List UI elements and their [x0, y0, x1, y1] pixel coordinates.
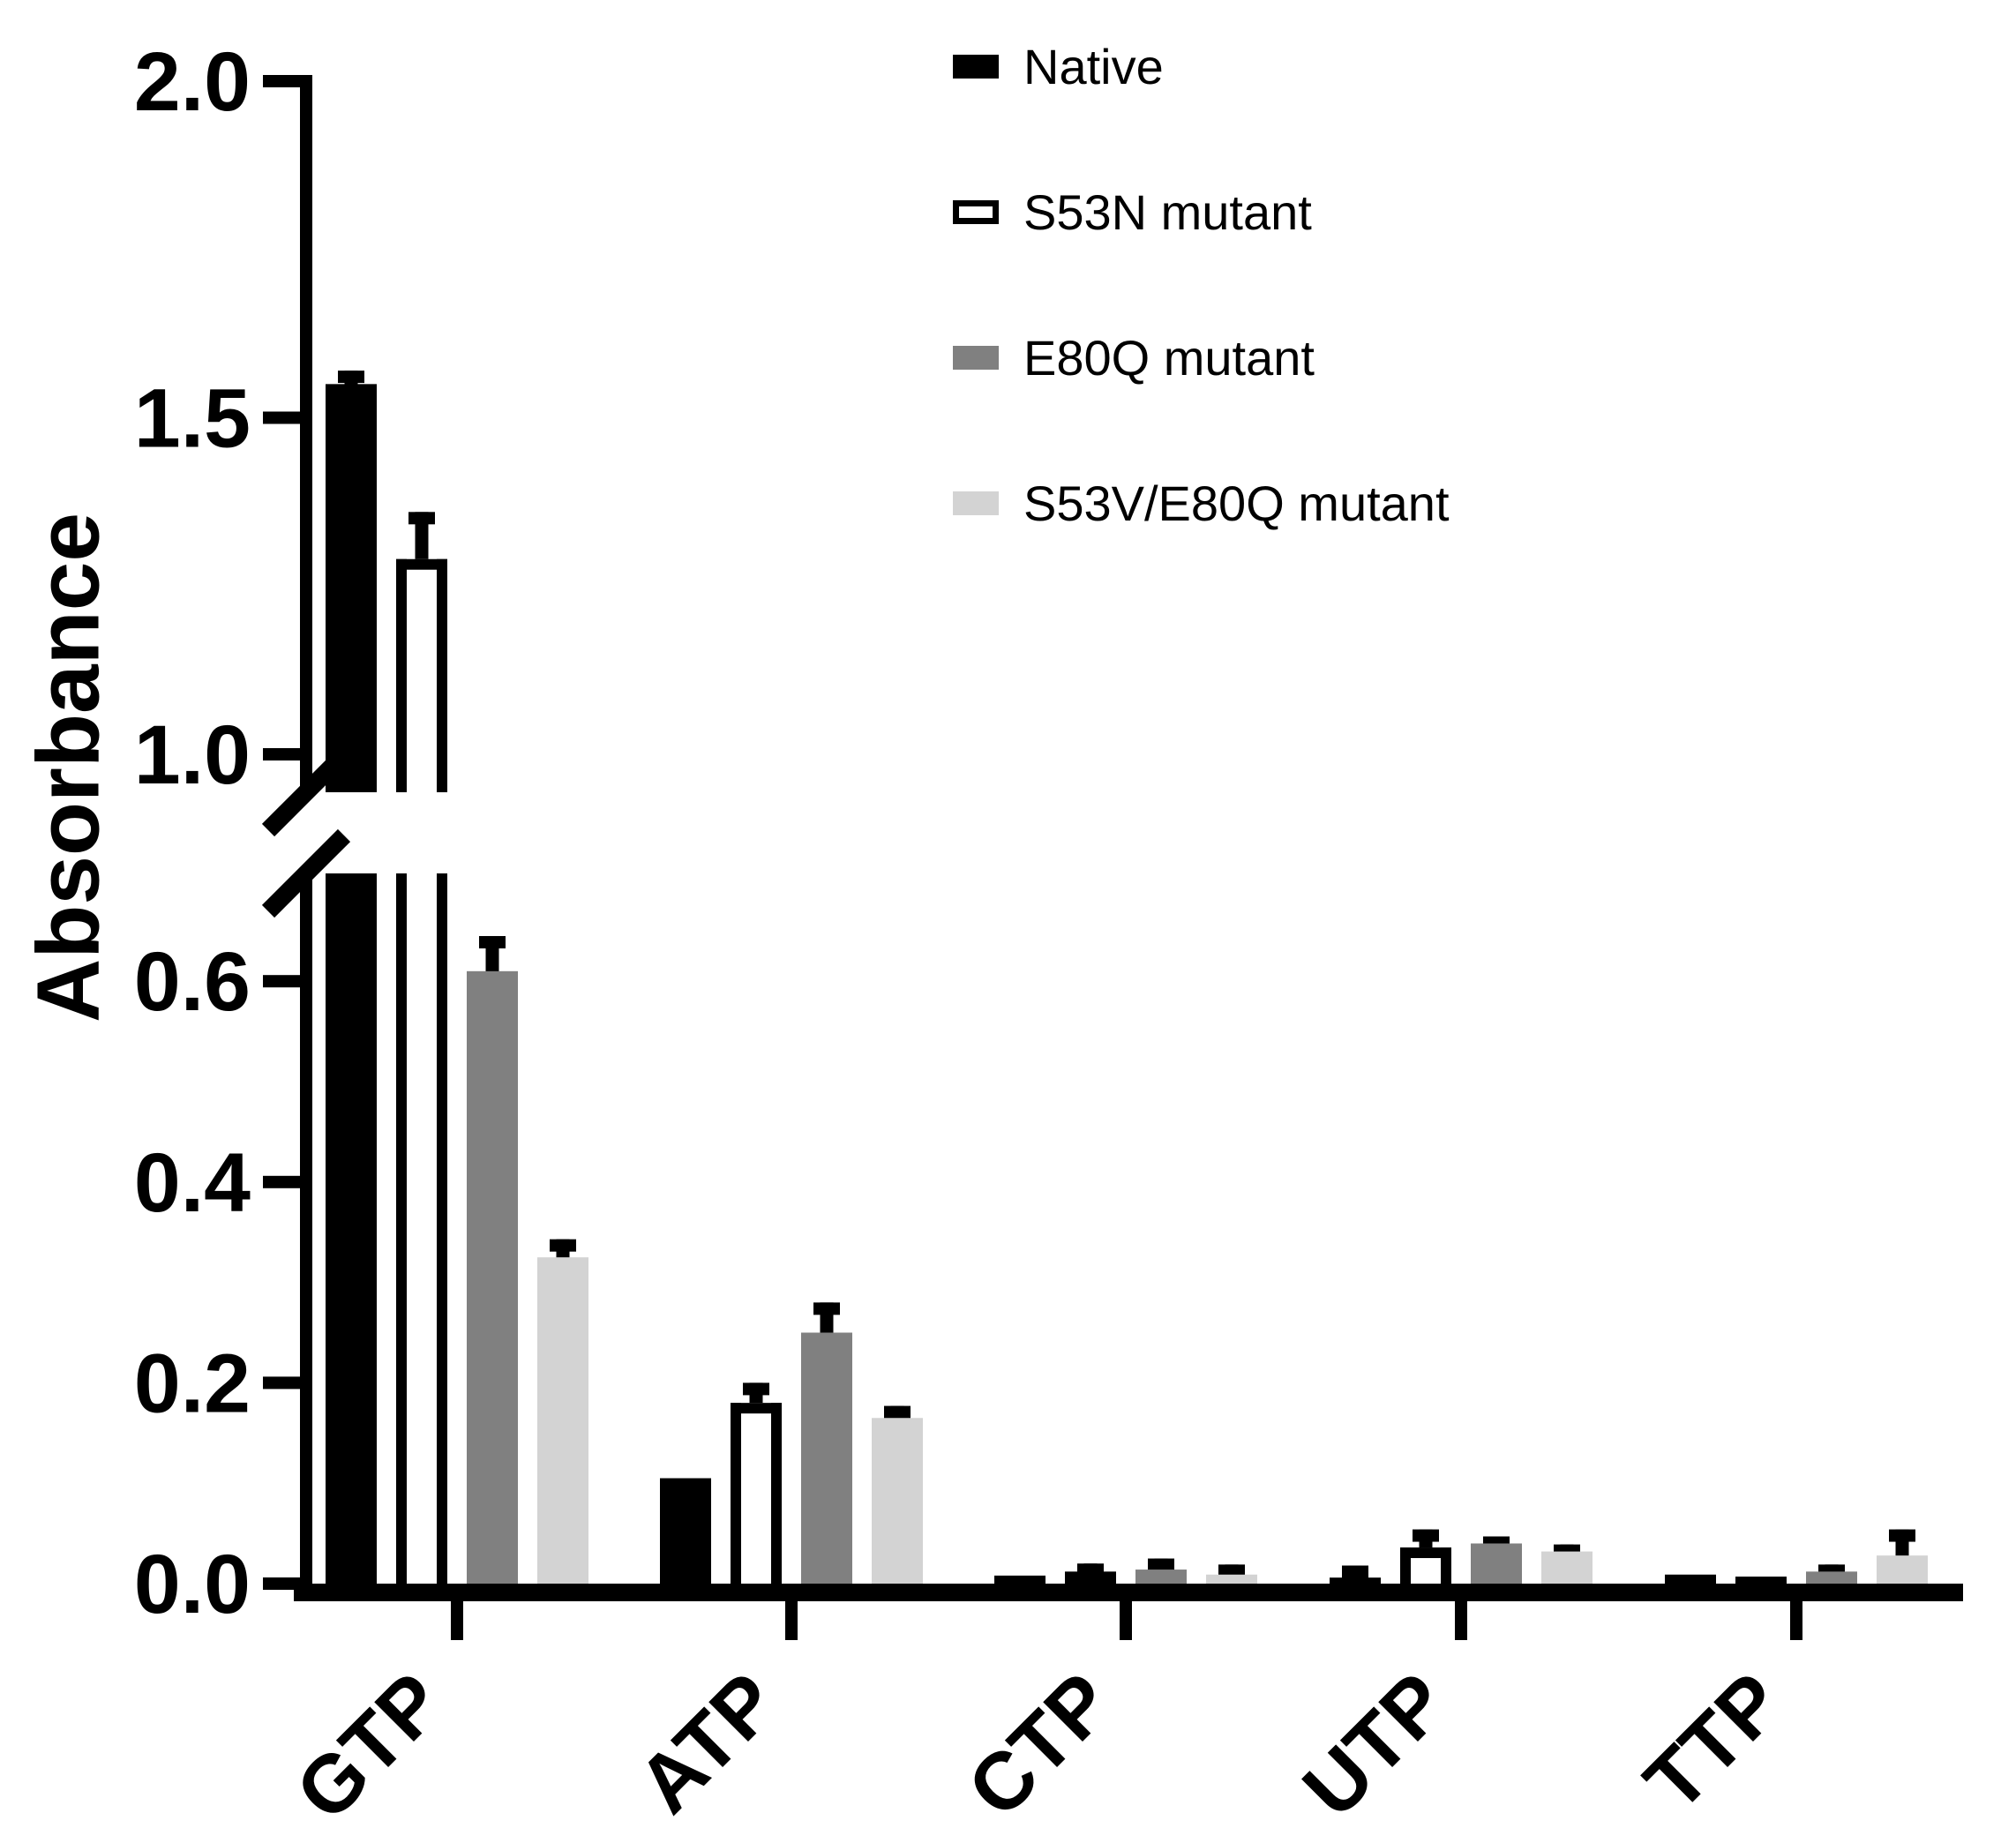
y-tick-0.4 — [263, 1175, 300, 1188]
bar-UTP-series3 — [1541, 1551, 1593, 1584]
y-axis-upper-segment — [300, 75, 312, 792]
y-tick-label-1.5: 1.5 — [134, 372, 251, 466]
y-tick-2.0 — [263, 75, 300, 87]
x-category-label-ATP: ATP — [621, 1656, 795, 1830]
legend-label-e80q: E80Q mutant — [1023, 329, 1315, 386]
errorbar-cap-GTP-0 — [338, 371, 364, 384]
y-tick-label-0.2: 0.2 — [134, 1337, 251, 1430]
bar-GTP-series1-upper-outline-right — [437, 558, 447, 792]
bar-UTP-series1-outline-top — [1400, 1547, 1451, 1559]
x-axis-line — [294, 1584, 1963, 1601]
bar-TTP-series3 — [1877, 1555, 1928, 1584]
bar-GTP-series1-upper-outline-left — [396, 558, 407, 792]
bar-GTP-series1-lower-outline-right — [437, 873, 447, 1584]
axis-break-upper-slash — [261, 747, 351, 837]
y-tick-label-0.6: 0.6 — [134, 935, 251, 1029]
errorbar-cap-CTP-3 — [1218, 1564, 1245, 1577]
bar-UTP-series0 — [1330, 1577, 1381, 1584]
y-tick-0.0 — [263, 1577, 300, 1590]
x-tick-ATP — [785, 1601, 798, 1640]
bar-GTP-series2 — [467, 970, 518, 1584]
bar-GTP-series1-lower-outline-left — [396, 873, 407, 1584]
bar-ATP-series3 — [872, 1418, 923, 1584]
bar-ATP-series1-outline-left — [731, 1403, 741, 1584]
bar-CTP-series3 — [1206, 1574, 1257, 1584]
legend-swatch-e80q — [953, 345, 999, 370]
y-tick-label-2.0: 2.0 — [134, 35, 251, 129]
y-tick-1.0 — [263, 748, 300, 760]
bar-TTP-series2 — [1806, 1571, 1857, 1584]
x-tick-GTP — [451, 1601, 463, 1640]
legend-swatch-s53v-e80q — [953, 491, 999, 515]
legend-swatch-native — [953, 54, 999, 79]
bar-CTP-series1 — [1065, 1571, 1116, 1584]
errorbar-cap-ATP-2 — [813, 1302, 840, 1315]
x-tick-TTP — [1790, 1601, 1802, 1640]
x-category-label-GTP: GTP — [279, 1656, 461, 1838]
bar-GTP-series0-upper — [326, 384, 377, 792]
bar-CTP-series0 — [994, 1575, 1045, 1584]
legend-label-native: Native — [1023, 38, 1164, 94]
x-tick-CTP — [1120, 1601, 1132, 1640]
bar-GTP-series1-upper-outline-top — [396, 558, 447, 570]
bar-ATP-series0 — [660, 1478, 711, 1584]
y-axis-lower-segment — [300, 873, 312, 1601]
legend-swatch-s53n — [953, 199, 999, 224]
errorbar-cap-UTP-1 — [1413, 1529, 1439, 1542]
bar-TTP-series0 — [1665, 1574, 1716, 1584]
y-tick-0.6 — [263, 975, 300, 988]
legend-label-s53n: S53N mutant — [1023, 184, 1312, 240]
bar-UTP-series2 — [1471, 1543, 1522, 1584]
bar-GTP-series0-lower — [326, 873, 377, 1584]
legend-item-e80q: E80Q mutant — [953, 328, 1450, 386]
errorbar-cap-GTP-2 — [479, 935, 506, 948]
legend-item-native: Native — [953, 37, 1450, 95]
errorbar-stem-GTP-1 — [415, 512, 429, 563]
x-category-label-CTP: CTP — [951, 1656, 1129, 1834]
bar-GTP-series3 — [537, 1257, 588, 1584]
x-category-label-UTP: UTP — [1286, 1656, 1465, 1834]
y-tick-label-0.0: 0.0 — [134, 1538, 251, 1631]
errorbar-cap-ATP-3 — [884, 1405, 911, 1419]
errorbar-cap-TTP-3 — [1889, 1529, 1915, 1542]
errorbar-cap-UTP-0 — [1342, 1565, 1368, 1578]
axis-break-lower-slash — [261, 828, 351, 918]
legend: Native S53N mutant E80Q mutant S53V/E80Q… — [953, 37, 1450, 532]
legend-label-s53v-e80q: S53V/E80Q mutant — [1023, 475, 1450, 531]
legend-item-s53n: S53N mutant — [953, 183, 1450, 241]
bar-ATP-series2 — [801, 1332, 852, 1584]
x-tick-UTP — [1455, 1601, 1467, 1640]
y-tick-label-0.4: 0.4 — [134, 1136, 251, 1230]
errorbar-cap-ATP-1 — [743, 1382, 769, 1396]
legend-item-s53v-e80q: S53V/E80Q mutant — [953, 474, 1450, 532]
y-tick-1.5 — [263, 411, 300, 424]
errorbar-cap-GTP-1 — [408, 512, 435, 525]
x-category-label-TTP: TTP — [1628, 1656, 1800, 1828]
bar-TTP-series1 — [1735, 1577, 1787, 1584]
bar-CTP-series2 — [1135, 1570, 1187, 1584]
y-tick-label-1.0: 1.0 — [134, 708, 251, 802]
bar-ATP-series1-outline-right — [771, 1403, 782, 1584]
errorbar-cap-GTP-3 — [550, 1239, 576, 1252]
y-axis-title: Absorbance — [19, 513, 118, 1023]
bar-ATP-series1-outline-top — [731, 1403, 782, 1414]
y-tick-0.2 — [263, 1376, 300, 1390]
errorbar-cap-CTP-2 — [1148, 1558, 1174, 1571]
